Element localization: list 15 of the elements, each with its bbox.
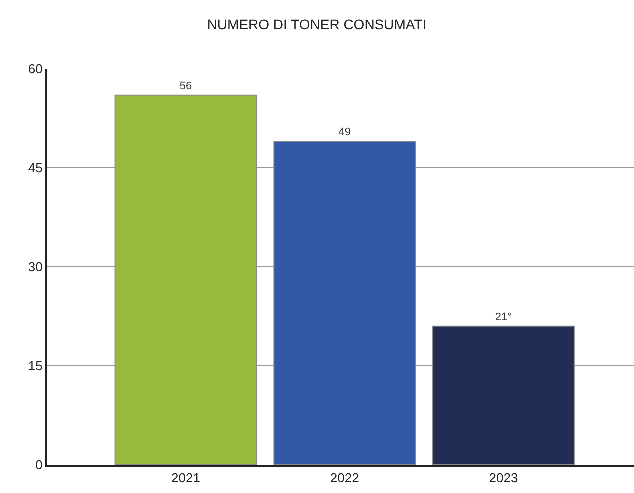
- bar: [274, 141, 416, 465]
- y-tick-label: 60: [28, 62, 43, 77]
- x-tick-label: 2022: [330, 470, 360, 486]
- x-tick-label: 2023: [489, 470, 518, 486]
- data-label: 56: [180, 80, 192, 92]
- bar: [114, 94, 258, 465]
- y-tick-label: 45: [28, 160, 43, 176]
- x-tick-label: 2021: [172, 470, 200, 486]
- chart-title: NUMERO DI TONER CONSUMATI: [207, 16, 427, 33]
- y-tick-label: 15: [28, 358, 43, 374]
- y-tick-label: 0: [36, 458, 43, 473]
- data-label: 49: [338, 126, 351, 139]
- y-tick-label: 30: [28, 260, 43, 275]
- bar: [432, 326, 575, 465]
- data-label: 21°: [495, 311, 512, 324]
